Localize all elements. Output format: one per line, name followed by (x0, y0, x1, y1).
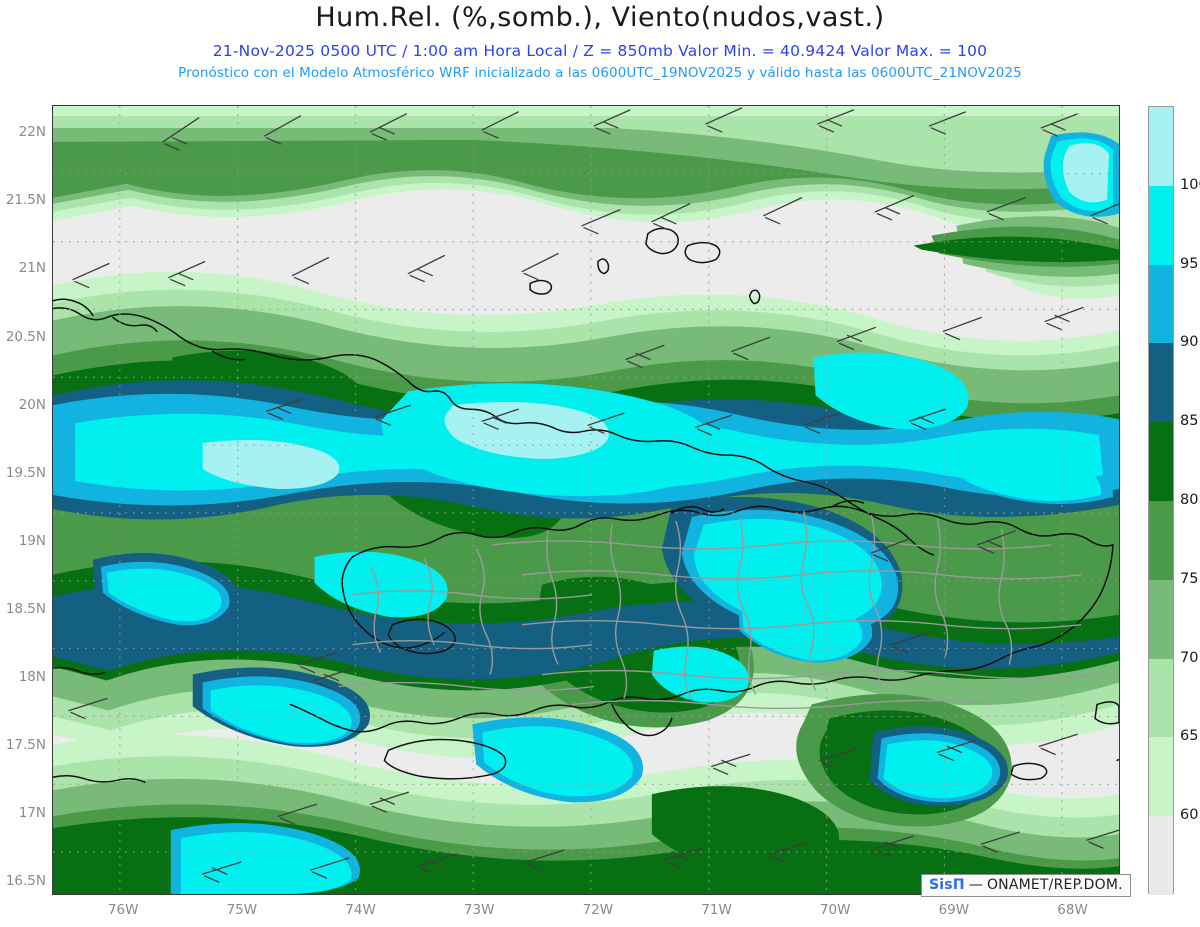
forecast-meta-line: 21-Nov-2025 0500 UTC / 1:00 am Hora Loca… (212, 42, 988, 60)
colorbar-tick: 85 (1180, 413, 1199, 430)
credit-agency: ONAMET/REP.DOM. (986, 877, 1123, 893)
latitude-tick: 19.5N (5, 464, 46, 481)
longitude-tick: 72W (582, 902, 614, 918)
colorbar-tick: 90 (1180, 334, 1199, 351)
latitude-tick: 16.5N (5, 873, 46, 890)
longitude-tick: 76W (107, 902, 139, 918)
colorbar-tick: 100 (1180, 176, 1200, 193)
longitude-tick: 69W (938, 902, 970, 918)
model-description-line: Pronóstico con el Modelo Atmosférico WRF… (178, 65, 1022, 81)
colorbar-band (1149, 107, 1173, 186)
colorbar-band (1149, 579, 1173, 659)
latitude-tick: 20N (18, 396, 46, 413)
latitude-tick: 18N (18, 669, 46, 686)
longitude-tick: 73W (463, 902, 495, 918)
colorbar-band (1149, 422, 1173, 501)
colorbar-tick: 70 (1180, 649, 1199, 666)
longitude-tick: 70W (819, 902, 851, 918)
longitude-tick: 74W (345, 902, 376, 918)
sistv-brand: SisΠ (929, 877, 965, 893)
colorbar-tick: 80 (1180, 492, 1199, 508)
page-title: Hum.Rel. (%,somb.), Viento(nudos,vast.) (315, 2, 885, 33)
colorbar-band (1149, 658, 1173, 738)
latitude-tick: 17.5N (5, 737, 46, 754)
longitude-tick: 71W (701, 902, 732, 918)
latitude-tick: 19N (18, 532, 46, 549)
colorbar-tick: 65 (1180, 728, 1199, 745)
latitude-tick: 22N (18, 124, 46, 141)
credit-badge: SisΠ — ONAMET/REP.DOM. (921, 874, 1131, 897)
colorbar-band (1149, 264, 1173, 344)
colorbar-band (1149, 500, 1173, 580)
colorbar-band (1149, 185, 1173, 265)
map-plot-area (52, 105, 1120, 895)
humidity-field (53, 106, 1119, 894)
colorbar-band (1149, 343, 1173, 423)
colorbar-tick: 95 (1180, 255, 1199, 272)
latitude-tick: 20.5N (5, 328, 46, 345)
latitude-tick: 17N (18, 805, 46, 822)
credit-separator: — (968, 877, 983, 893)
longitude-tick: 75W (226, 902, 258, 918)
colorbar-tick: 75 (1180, 570, 1199, 587)
longitude-tick: 68W (1057, 902, 1088, 918)
wind-barb-layer (68, 107, 1119, 883)
latitude-tick: 18.5N (5, 600, 46, 617)
latitude-tick: 21N (18, 260, 46, 277)
colorbar-band (1149, 816, 1173, 895)
colorbar-tick: 60 (1180, 807, 1199, 824)
colorbar (1148, 106, 1174, 895)
latitude-tick: 21.5N (5, 192, 46, 209)
colorbar-band (1149, 737, 1173, 817)
